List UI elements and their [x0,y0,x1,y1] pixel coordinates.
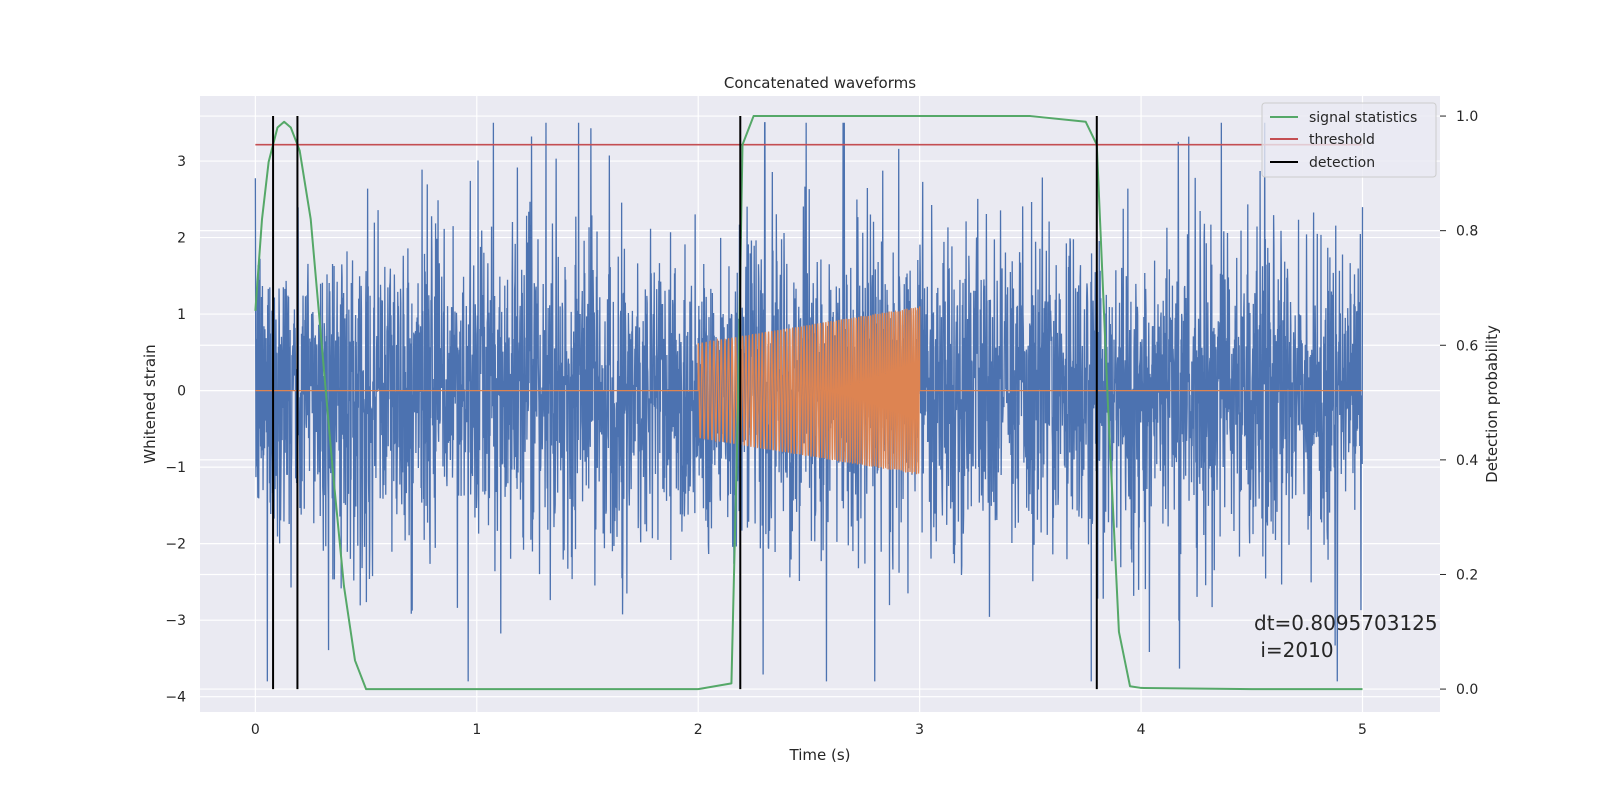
legend-label-signal: signal statistics [1309,110,1417,126]
probability-layer [254,115,1363,691]
legend-box [1261,102,1437,178]
y2-tick-label: 0.4 [1456,453,1478,469]
y2-tick-label: 0.0 [1456,682,1478,698]
y2-tick-label: 0.8 [1456,224,1478,240]
y-tick-label: −3 [165,613,186,629]
legend: signal statistics threshold detection [1261,102,1437,178]
legend-label-threshold: threshold [1309,132,1375,148]
x-tick-label: 0 [251,722,260,738]
annotations: dt=0.8095703125 i=2010 [1254,611,1438,662]
y-tick-label: 1 [177,307,186,323]
legend-label-detection: detection [1309,155,1375,171]
signal-statistics-line [254,115,1363,691]
chirp-line [255,306,1363,475]
x-axis-label: Time (s) [789,746,851,764]
ticks: 0 1 2 3 4 5 −4 −3 −2 −1 0 1 2 3 0.0 0.2 0.4 0.6 0.8 1.0 [165,109,1478,738]
y-tick-label: 3 [177,154,186,170]
y-tick-label: 2 [177,231,186,247]
y-tick-label: −1 [165,460,186,476]
chirp-series [255,306,1363,475]
x-tick-label: 1 [472,722,481,738]
y-axis-label: Whitened strain [141,344,159,463]
y-tick-label: 0 [177,384,186,400]
y2-tick-label: 1.0 [1456,109,1478,125]
x-tick-label: 5 [1358,722,1367,738]
y2-axis-label: Detection probability [1483,325,1501,483]
y-tick-label: −4 [165,690,186,706]
y2-tick-label: 0.6 [1456,338,1478,354]
x-tick-label: 4 [1137,722,1146,738]
chart-title: Concatenated waveforms [724,74,916,92]
x-tick-label: 2 [694,722,703,738]
y2-tick-label: 0.2 [1456,567,1478,583]
annotation-i: i=2010 [1254,638,1334,662]
annotation-dt: dt=0.8095703125 [1254,611,1438,635]
y-tick-label: −2 [165,537,186,553]
x-tick-label: 3 [915,722,924,738]
